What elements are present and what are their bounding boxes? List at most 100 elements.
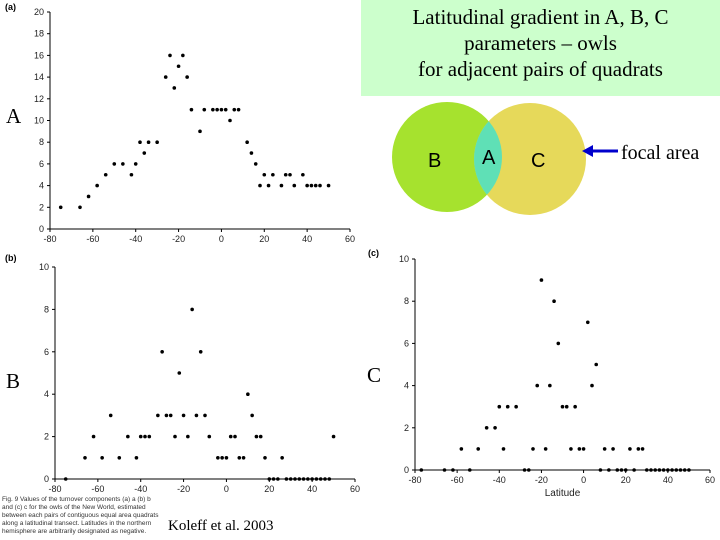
data-point [189, 107, 194, 112]
y-tick-label: 0 [39, 224, 44, 234]
x-tick-label: 20 [621, 475, 631, 485]
data-point [636, 447, 641, 451]
y-tick-label: 8 [404, 296, 409, 306]
x-tick-label: -80 [43, 234, 56, 244]
x-tick-label: 60 [350, 484, 360, 494]
data-point [202, 107, 207, 112]
venn-diagram: B A C [392, 102, 618, 215]
data-point [682, 468, 687, 472]
data-point [176, 64, 181, 69]
data-point [185, 75, 189, 79]
data-point [194, 413, 199, 418]
venn-label-c: C [531, 150, 545, 172]
data-point [297, 477, 302, 481]
y-tick-label: 10 [399, 254, 409, 264]
x-tick-label: -40 [129, 234, 142, 244]
data-point [535, 383, 540, 388]
data-point [505, 404, 510, 409]
data-point [577, 447, 582, 451]
data-point [594, 362, 599, 367]
data-point [249, 151, 254, 155]
data-point [674, 468, 679, 472]
data-point [301, 172, 305, 177]
data-point [607, 468, 611, 472]
x-tick-label: -20 [535, 475, 548, 485]
data-point [156, 413, 160, 418]
data-point [288, 172, 292, 177]
data-point [134, 456, 139, 460]
figure-caption: Fig. 9 Values of the turnover components… [2, 496, 159, 535]
data-point [657, 468, 662, 472]
data-point [497, 404, 502, 409]
venn-circle-b [392, 102, 502, 212]
data-point [619, 468, 624, 472]
title-line-3: for adjacent pairs of quadrats [418, 57, 663, 81]
y-tick-label: 6 [39, 159, 44, 169]
x-tick-label: 60 [705, 475, 715, 485]
data-point [138, 140, 142, 144]
y-tick-label: 0 [44, 474, 49, 484]
y-tick-label: 6 [404, 338, 409, 348]
y-tick-label: 2 [404, 423, 409, 433]
y-tick-label: 4 [39, 181, 44, 191]
data-point [142, 151, 147, 155]
data-point [224, 456, 229, 460]
x-tick-label: 40 [663, 475, 673, 485]
data-point [670, 468, 674, 472]
data-point [121, 162, 125, 166]
x-tick-label: -80 [408, 475, 421, 485]
data-point [258, 434, 263, 439]
data-point [133, 162, 138, 166]
data-point [451, 468, 455, 472]
data-point [241, 456, 246, 460]
data-point [293, 477, 297, 481]
data-point [279, 183, 284, 188]
data-point [310, 477, 314, 481]
data-point [246, 392, 250, 396]
data-point [271, 172, 275, 177]
data-point [548, 383, 552, 388]
data-point [237, 456, 242, 460]
data-point [160, 350, 164, 354]
data-point [112, 162, 117, 166]
data-point [569, 447, 573, 451]
data-point [181, 413, 186, 418]
data-point [173, 434, 177, 439]
x-tick-label: 40 [307, 484, 317, 494]
data-point [585, 320, 590, 325]
data-point [556, 341, 561, 346]
data-point [190, 307, 194, 312]
data-point [283, 172, 288, 177]
data-point [623, 468, 628, 472]
data-point [228, 434, 233, 439]
data-point [228, 118, 232, 123]
data-point [267, 477, 272, 481]
data-point [168, 53, 172, 58]
data-point [86, 194, 91, 199]
data-point [644, 468, 649, 472]
data-point [314, 477, 319, 481]
data-point [236, 107, 241, 112]
x-axis-label: Latitude [545, 488, 581, 499]
data-point [147, 434, 152, 439]
x-tick-label: 60 [345, 234, 355, 244]
data-point [211, 107, 215, 112]
label-a: A [6, 104, 22, 128]
data-point [318, 477, 323, 481]
data-point [100, 456, 104, 460]
data-point [615, 468, 620, 472]
data-point [58, 205, 63, 210]
data-point [649, 468, 653, 472]
x-tick-label: 20 [264, 484, 274, 494]
panel-label: (c) [368, 248, 379, 258]
x-tick-label: -20 [172, 234, 185, 244]
data-point [103, 172, 108, 177]
data-point [83, 456, 87, 460]
data-point [266, 183, 271, 188]
x-tick-label: 40 [302, 234, 312, 244]
data-point [216, 456, 220, 460]
y-tick-label: 8 [44, 304, 49, 314]
data-point [143, 434, 147, 439]
arrow-head-icon [582, 145, 593, 157]
data-point [233, 434, 237, 439]
